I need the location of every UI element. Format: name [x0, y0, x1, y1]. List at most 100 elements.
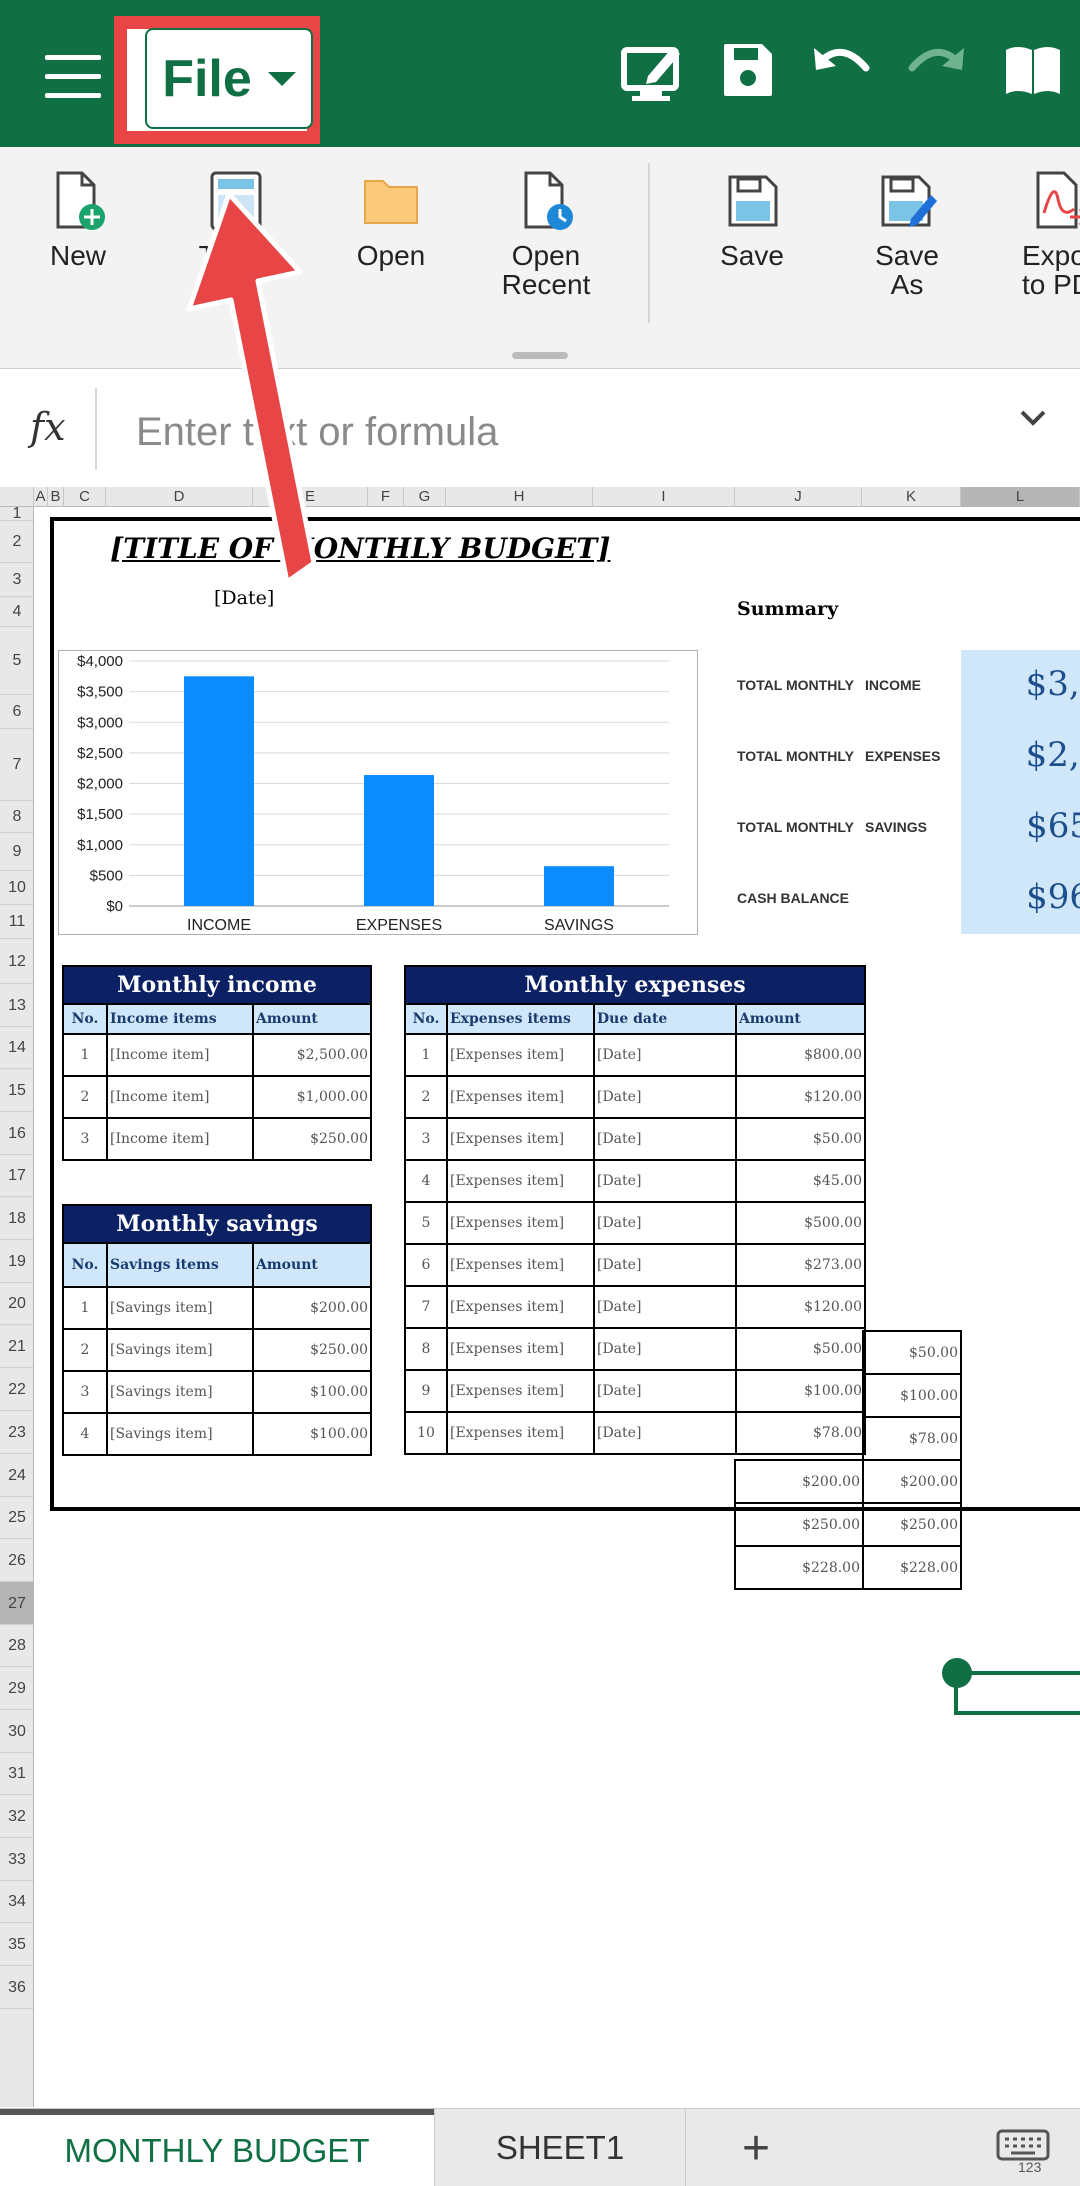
summary-row[interactable]: TOTAL MONTHLY EXPENSES — [737, 748, 940, 764]
table-header-cell[interactable]: No. — [62, 1003, 108, 1035]
table-cell[interactable]: 10 — [404, 1411, 448, 1455]
table-header-cell[interactable]: Expenses items — [446, 1003, 595, 1035]
file-menu-button[interactable]: File — [145, 28, 313, 129]
table-row[interactable]: 3 [Expenses item] [Date] $50.00 — [404, 1117, 866, 1161]
table-cell[interactable]: [Expenses item] — [446, 1159, 595, 1203]
table-header-cell[interactable]: No. — [62, 1242, 108, 1288]
column-header[interactable]: I — [593, 487, 735, 507]
table-cell[interactable]: $100.00 — [735, 1369, 866, 1413]
table-cell[interactable]: 4 — [404, 1159, 448, 1203]
ribbon-save-button[interactable]: Save — [692, 169, 812, 270]
table-cell[interactable]: [Date] — [593, 1159, 737, 1203]
row-header[interactable]: 28 — [0, 1625, 33, 1667]
ribbon-new-button[interactable]: New — [18, 169, 138, 270]
table-cell[interactable]: $1,000.00 — [252, 1075, 372, 1119]
row-header[interactable]: 7 — [0, 729, 33, 801]
row-header[interactable]: 27 — [0, 1582, 33, 1625]
table-cell[interactable]: $250.00 — [251, 1328, 373, 1372]
table-cell[interactable]: [Expenses item] — [446, 1117, 595, 1161]
row-header[interactable]: 21 — [0, 1325, 33, 1368]
row-header[interactable]: 17 — [0, 1155, 33, 1197]
table-cell[interactable]: [Expenses item] — [446, 1285, 595, 1329]
undo-icon[interactable] — [812, 42, 872, 86]
table-cell[interactable]: [Date] — [593, 1285, 737, 1329]
row-header[interactable]: 31 — [0, 1753, 33, 1795]
add-sheet-button[interactable]: + — [742, 2122, 771, 2175]
table-header-cell[interactable]: Amount — [252, 1003, 372, 1035]
table-row[interactable]: 1 [Expenses item] [Date] $800.00 — [404, 1033, 866, 1077]
table-row[interactable]: 2 [Expenses item] [Date] $120.00 — [404, 1075, 866, 1119]
summary-heading[interactable]: Summary — [737, 598, 839, 620]
row-header[interactable]: 15 — [0, 1069, 33, 1112]
row-header[interactable]: 26 — [0, 1539, 33, 1582]
row-header[interactable]: 30 — [0, 1710, 33, 1753]
table-cell[interactable]: 2 — [404, 1075, 448, 1119]
row-header[interactable]: 5 — [0, 627, 33, 695]
table-header-cell[interactable]: Amount — [735, 1003, 866, 1035]
redo-icon[interactable] — [906, 42, 966, 86]
table-cell[interactable]: 1 — [404, 1033, 448, 1077]
row-header[interactable]: 11 — [0, 905, 33, 939]
selected-cell[interactable] — [954, 1671, 1080, 1715]
table-cell[interactable]: $228.00 — [734, 1545, 864, 1590]
tab-monthly-budget[interactable]: MONTHLY BUDGET — [0, 2109, 434, 2186]
row-header[interactable]: 23 — [0, 1411, 33, 1454]
tab-sheet1[interactable]: SHEET1 — [434, 2109, 686, 2186]
column-header[interactable]: A — [34, 487, 48, 507]
summary-row[interactable]: TOTAL MONTHLY SAVINGS — [737, 819, 927, 835]
table-cell[interactable]: [Date] — [593, 1075, 737, 1119]
row-header[interactable]: 33 — [0, 1838, 33, 1881]
table-cell[interactable]: $200.00 — [862, 1459, 962, 1504]
summary-value[interactable]: $3,75 — [1025, 664, 1080, 704]
chevron-down-icon[interactable] — [1018, 408, 1048, 428]
table-cell[interactable]: $500.00 — [735, 1201, 866, 1245]
row-header[interactable]: 4 — [0, 597, 33, 627]
row-header[interactable]: 6 — [0, 695, 33, 729]
row-header[interactable]: 13 — [0, 984, 33, 1027]
sheet-area[interactable]: [TITLE OF MONTHLY BUDGET] [Date] Summary… — [34, 507, 1080, 2107]
table-row[interactable]: 1 [Income item] $2,500.00 — [62, 1033, 372, 1077]
table-cell[interactable]: $250.00 — [862, 1502, 962, 1547]
row-header[interactable]: 32 — [0, 1795, 33, 1838]
table-cell[interactable]: $250.00 — [734, 1502, 864, 1547]
corner-cell[interactable] — [0, 487, 34, 507]
table-row[interactable]: 3 [Savings item] $100.00 — [62, 1370, 373, 1414]
table-cell[interactable]: $50.00 — [862, 1330, 962, 1375]
table-cell[interactable]: [Date] — [593, 1117, 737, 1161]
table-cell[interactable]: $78.00 — [862, 1416, 962, 1461]
fx-icon[interactable]: fx — [30, 405, 66, 449]
ribbon-open-button[interactable]: Open — [331, 169, 451, 270]
table-cell[interactable]: $228.00 — [862, 1545, 962, 1590]
table-cell[interactable]: [Date] — [593, 1369, 737, 1413]
keyboard-icon[interactable]: 123 — [996, 2129, 1052, 2173]
expenses-table-title[interactable]: Monthly expenses — [404, 965, 866, 1005]
table-cell[interactable]: [Expenses item] — [446, 1033, 595, 1077]
ribbon-save-as-button[interactable]: Save As — [847, 169, 967, 299]
table-cell[interactable]: 2 — [62, 1328, 108, 1372]
table-cell[interactable]: [Savings item] — [106, 1370, 254, 1414]
table-cell[interactable]: $250.00 — [252, 1117, 372, 1161]
table-row[interactable]: 4 [Expenses item] [Date] $45.00 — [404, 1159, 866, 1203]
row-header[interactable]: 19 — [0, 1240, 33, 1283]
table-row[interactable]: 5 [Expenses item] [Date] $500.00 — [404, 1201, 866, 1245]
table-cell[interactable]: 3 — [62, 1117, 108, 1161]
table-cell[interactable]: $50.00 — [735, 1327, 866, 1371]
table-cell[interactable]: [Date] — [593, 1411, 737, 1455]
table-row[interactable]: 2 [Savings item] $250.00 — [62, 1328, 373, 1372]
table-cell[interactable]: $200.00 — [251, 1286, 373, 1330]
table-cell[interactable]: 1 — [62, 1033, 108, 1077]
table-cell[interactable]: [Expenses item] — [446, 1201, 595, 1245]
row-header[interactable]: 10 — [0, 871, 33, 905]
budget-date[interactable]: [Date] — [214, 587, 275, 609]
table-cell[interactable]: 4 — [62, 1412, 108, 1456]
table-row[interactable]: 9 [Expenses item] [Date] $100.00 — [404, 1369, 866, 1413]
table-header-cell[interactable]: Due date — [593, 1003, 737, 1035]
table-cell[interactable]: 7 — [404, 1285, 448, 1329]
column-header[interactable]: E — [253, 487, 368, 507]
row-header[interactable]: 1 — [0, 507, 33, 522]
table-cell[interactable]: [Expenses item] — [446, 1243, 595, 1287]
ribbon-open-recent-button[interactable]: Open Recent — [486, 169, 606, 299]
table-cell[interactable]: [Income item] — [106, 1075, 254, 1119]
table-cell[interactable]: $50.00 — [735, 1117, 866, 1161]
table-row[interactable]: 1 [Savings item] $200.00 — [62, 1286, 373, 1330]
